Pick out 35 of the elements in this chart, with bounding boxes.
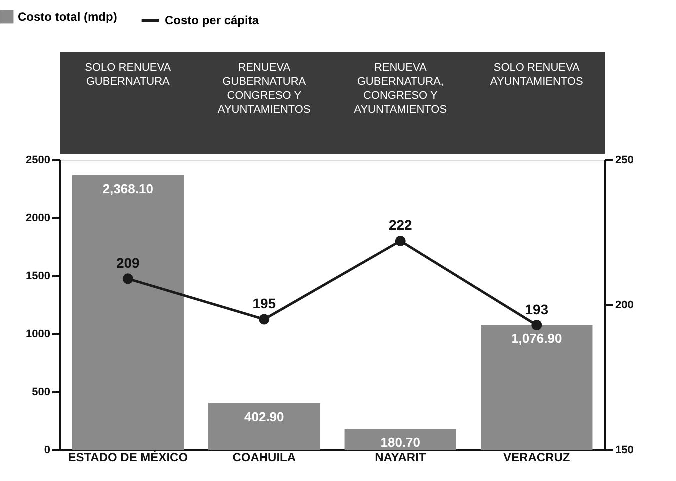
y-tick-label: 0 bbox=[44, 444, 50, 456]
legend-label: Costo total (mdp) bbox=[18, 10, 118, 24]
point bbox=[395, 236, 406, 246]
legend-label: Costo per cápita bbox=[165, 14, 260, 28]
data-label: 222 bbox=[388, 217, 413, 234]
point bbox=[532, 320, 542, 331]
x-tick-label: NAYARIT bbox=[375, 450, 427, 464]
text: RENUEVA GUBERNATURA, CONGRESO Y AYUNTAMIENTOS bbox=[354, 62, 448, 116]
y-tick-label: 2000 bbox=[26, 212, 50, 224]
data-label: 402.90 bbox=[244, 409, 284, 424]
text: SOLO RENUEVA AYUNTAMIENTOS bbox=[490, 62, 584, 88]
data-label: 2,368.10 bbox=[102, 181, 154, 196]
x-tick-label: VERACRUZ bbox=[504, 450, 570, 464]
bar bbox=[72, 175, 184, 450]
bar bbox=[481, 325, 593, 450]
y-tick-label: 1000 bbox=[26, 328, 50, 340]
data-label: 209 bbox=[116, 254, 140, 271]
y-tick-label: 500 bbox=[32, 386, 50, 398]
x-tick-label: COAHUILA bbox=[232, 450, 296, 464]
y-tick-label: 1500 bbox=[26, 270, 50, 282]
data-label: 180.70 bbox=[380, 435, 421, 450]
bar bbox=[208, 403, 320, 450]
y2-tick-label: 250 bbox=[616, 154, 634, 166]
y2-tick-label: 150 bbox=[616, 444, 634, 456]
data-label: 193 bbox=[525, 301, 549, 318]
data-label: 195 bbox=[252, 296, 276, 312]
point bbox=[259, 314, 270, 325]
data-label: 1,076.90 bbox=[512, 331, 562, 346]
bar bbox=[344, 429, 456, 450]
x-tick-label: ESTADO DE MÉXICO bbox=[68, 450, 188, 464]
y2-tick-label: 200 bbox=[616, 300, 634, 312]
y-tick-label: 2500 bbox=[26, 154, 50, 166]
point bbox=[122, 274, 134, 284]
text: RENUEVA GUBERNATURA CONGRESO Y AYUNTAMIENTOS bbox=[218, 62, 311, 116]
text: SOLO RENUEVA GUBERNATURA bbox=[85, 62, 172, 88]
